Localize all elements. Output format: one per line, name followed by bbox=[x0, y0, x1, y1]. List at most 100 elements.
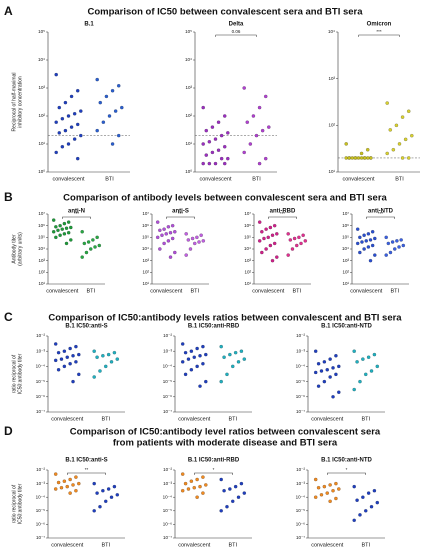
data-point bbox=[193, 241, 197, 246]
data-point bbox=[80, 230, 84, 234]
y-tick-label: 10⁶ bbox=[244, 223, 251, 228]
y-tick-label: 10⁵ bbox=[142, 235, 149, 240]
data-point bbox=[242, 150, 246, 155]
data-point bbox=[233, 350, 238, 355]
data-point bbox=[104, 94, 109, 99]
data-point bbox=[204, 352, 208, 357]
y-tick-label: 10² bbox=[38, 270, 45, 275]
data-point bbox=[231, 364, 235, 369]
y-tick-label: 10⁻⁷ bbox=[296, 409, 305, 414]
data-point bbox=[361, 357, 365, 361]
y-tick-label: 10⁻² bbox=[36, 467, 45, 472]
y-tick-label: 10⁻⁴ bbox=[36, 364, 45, 369]
y-tick-label: 10⁰ bbox=[38, 169, 45, 174]
data-point bbox=[301, 233, 305, 237]
y-tick-label: 10⁻³ bbox=[36, 481, 45, 486]
data-point bbox=[207, 161, 212, 166]
data-point bbox=[297, 235, 301, 240]
data-point bbox=[79, 109, 83, 113]
data-point bbox=[219, 156, 224, 161]
significance-label: * bbox=[346, 467, 348, 472]
y-tick-label: 10⁴ bbox=[185, 57, 192, 62]
data-point bbox=[95, 77, 99, 82]
x-tick-label: convalescent bbox=[150, 288, 183, 294]
significance-bracket bbox=[62, 216, 91, 219]
panel-title: anti-N bbox=[68, 209, 85, 215]
data-point bbox=[69, 94, 74, 99]
data-point bbox=[337, 364, 341, 369]
data-point bbox=[290, 247, 295, 251]
y-tick-label: 10² bbox=[342, 270, 349, 275]
data-point bbox=[76, 122, 80, 127]
data-point bbox=[210, 150, 215, 155]
y-tick-label: 10⁵ bbox=[38, 29, 45, 34]
y-tick-label: 10⁻⁷ bbox=[163, 409, 172, 414]
data-point bbox=[98, 369, 102, 373]
data-point bbox=[359, 156, 364, 160]
data-point bbox=[158, 247, 162, 251]
data-point bbox=[275, 255, 279, 259]
data-point bbox=[69, 225, 73, 230]
y-tick-label: 10⁻² bbox=[296, 467, 305, 472]
data-point bbox=[115, 493, 120, 497]
panel-title: B.1 IC50:anti-S bbox=[65, 458, 107, 464]
data-point bbox=[286, 232, 290, 236]
data-point bbox=[98, 505, 102, 509]
y-tick-label: 10⁴ bbox=[38, 246, 45, 251]
data-point bbox=[362, 156, 367, 160]
data-point bbox=[268, 225, 273, 230]
data-point bbox=[66, 142, 71, 146]
data-point bbox=[180, 472, 185, 476]
data-point bbox=[226, 131, 230, 135]
data-point bbox=[266, 235, 270, 240]
data-point bbox=[106, 487, 111, 491]
data-point bbox=[325, 368, 329, 372]
y-tick-label: 10³ bbox=[328, 76, 335, 81]
data-point bbox=[316, 485, 321, 490]
data-point bbox=[372, 489, 377, 493]
x-tick-label: convalescent bbox=[178, 542, 211, 548]
data-point bbox=[201, 161, 205, 166]
data-point bbox=[364, 509, 368, 513]
x-tick-label: convalescent bbox=[350, 288, 383, 294]
data-point bbox=[180, 342, 185, 346]
data-point bbox=[375, 364, 379, 369]
data-point bbox=[316, 362, 321, 366]
section-title: from patients with moderate disease and … bbox=[113, 438, 338, 449]
panel-title: anti-RBD bbox=[270, 209, 296, 215]
data-point bbox=[60, 117, 65, 121]
data-point bbox=[270, 233, 275, 237]
y-tick-label: 10⁴ bbox=[328, 29, 335, 34]
data-point bbox=[366, 491, 371, 495]
y-tick-label: 10⁴ bbox=[244, 246, 251, 251]
data-point bbox=[242, 357, 246, 361]
data-point bbox=[264, 227, 268, 231]
data-point bbox=[155, 220, 160, 224]
data-point bbox=[112, 350, 117, 355]
data-point bbox=[334, 372, 338, 377]
data-point bbox=[166, 239, 171, 243]
x-tick-label: BTI bbox=[228, 416, 237, 422]
data-point bbox=[219, 477, 223, 482]
data-point bbox=[68, 491, 72, 495]
data-point bbox=[216, 120, 221, 124]
x-tick-label: convalescent bbox=[311, 416, 344, 422]
data-point bbox=[110, 142, 115, 146]
y-tick-label: 10⁻⁴ bbox=[163, 494, 172, 499]
significance-label: ** bbox=[85, 467, 89, 472]
data-point bbox=[319, 369, 324, 373]
data-point bbox=[110, 89, 115, 93]
y-axis-label: (arbitrary units) bbox=[17, 232, 23, 266]
data-point bbox=[410, 133, 414, 138]
x-tick-label: convalescent bbox=[252, 288, 285, 294]
y-tick-label: 10⁻³ bbox=[36, 348, 45, 353]
section-title: Comparison of IC50 between convalescent … bbox=[87, 7, 363, 18]
data-point bbox=[166, 225, 171, 229]
y-tick-label: 10⁻⁴ bbox=[163, 364, 172, 369]
data-point bbox=[201, 142, 205, 146]
y-tick-label: 10¹ bbox=[38, 141, 45, 146]
data-point bbox=[201, 362, 205, 366]
data-point bbox=[54, 120, 58, 124]
significance-bracket bbox=[166, 216, 195, 219]
data-point bbox=[201, 344, 205, 349]
